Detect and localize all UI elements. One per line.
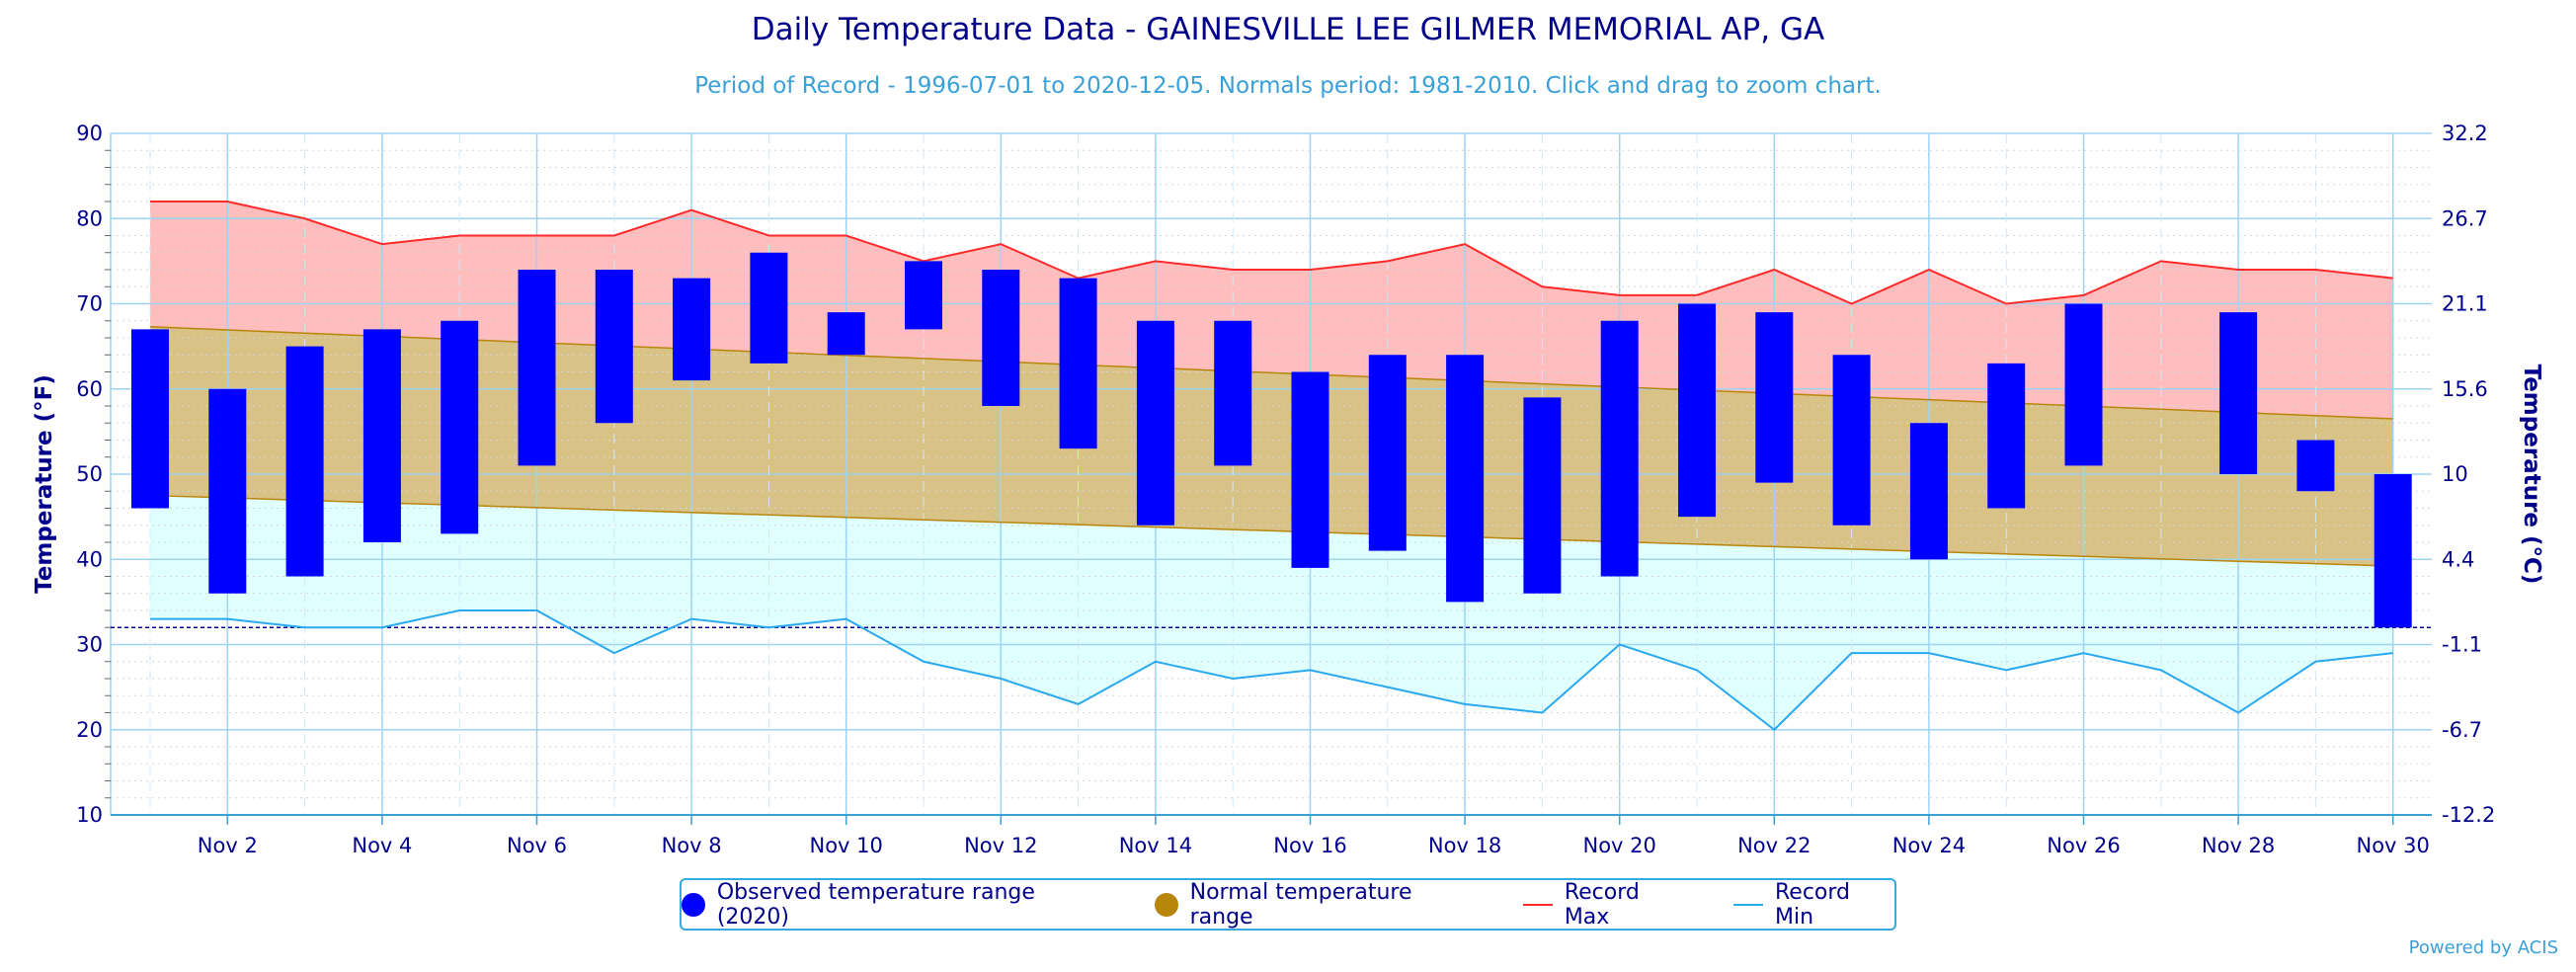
x-tick-label: Nov 30: [2357, 834, 2430, 857]
x-tick-label: Nov 2: [198, 834, 258, 857]
y-tick-label-left: 90: [76, 122, 103, 145]
observed-bar[interactable]: [827, 312, 865, 356]
legend-normal-label: Normal temperature range: [1189, 879, 1412, 930]
observed-bar[interactable]: [131, 329, 169, 509]
y-tick-label-left: 80: [76, 206, 103, 230]
normal-low-line: [149, 494, 2393, 567]
x-tick-label: Nov 24: [1892, 834, 1966, 857]
y-tick-label-right: 4.4: [2442, 547, 2474, 571]
observed-bar[interactable]: [1755, 312, 1794, 483]
y-tick-label-left: 20: [76, 718, 103, 742]
observed-bar[interactable]: [2219, 312, 2258, 474]
observed-bar[interactable]: [982, 270, 1020, 406]
y-tick-label-right: 10: [2442, 462, 2468, 486]
x-tick-label: Nov 6: [507, 834, 567, 857]
observed-bars-layer[interactable]: [131, 252, 2412, 628]
observed-bar[interactable]: [595, 270, 633, 424]
x-tick-label: Nov 12: [964, 834, 1037, 857]
y-tick-label-right: -1.1: [2442, 633, 2482, 657]
y-tick-label-right: 21.1: [2442, 292, 2488, 316]
y-tick-label-left: 50: [76, 462, 103, 486]
record-max-band: [150, 202, 2393, 419]
legend-observed[interactable]: Observed temperature range (2020): [682, 880, 1111, 930]
legend-normal[interactable]: Normal temperature range: [1154, 879, 1480, 930]
legend-record-min[interactable]: Record Min: [1733, 880, 1894, 930]
legend-observed-marker: [682, 892, 705, 917]
observed-bar[interactable]: [208, 388, 247, 594]
observed-bar[interactable]: [1214, 320, 1252, 466]
observed-bar[interactable]: [1909, 423, 1948, 560]
chart-title: Daily Temperature Data - GAINESVILLE LEE…: [751, 12, 1825, 47]
normal-range-band: [150, 326, 2393, 567]
x-tick-label: Nov 26: [2047, 834, 2120, 857]
record-max-line: [150, 201, 2393, 305]
y-tick-label-left: 40: [76, 547, 103, 571]
observed-bar[interactable]: [362, 329, 401, 542]
observed-bar[interactable]: [1291, 371, 1329, 568]
y-tick-label-right: 26.7: [2442, 206, 2488, 230]
observed-bar[interactable]: [750, 252, 788, 364]
observed-bar[interactable]: [1523, 397, 1562, 594]
x-tick-label: Nov 16: [1273, 834, 1346, 857]
legend-record-min-marker: [1733, 903, 1763, 906]
legend-record-max[interactable]: Record Max: [1523, 880, 1690, 930]
observed-bar[interactable]: [1987, 363, 2026, 509]
x-tick-label: Nov 18: [1428, 834, 1501, 857]
x-tick-label: Nov 28: [2202, 834, 2275, 857]
x-tick-label: Nov 22: [1737, 834, 1811, 857]
legend-observed-label: Observed temperature range (2020): [716, 879, 1035, 930]
y-tick-label-left: 60: [76, 377, 103, 401]
y-tick-label-left: 10: [76, 803, 103, 827]
observed-bar[interactable]: [2296, 440, 2335, 492]
observed-bar[interactable]: [1368, 355, 1407, 551]
temperature-chart[interactable]: 10 -12.2 20 -6.7 30 -1.1 40 4.4 50 10 60 15.6 70 21.1…: [0, 0, 2576, 869]
grid-layer: [110, 132, 2432, 816]
x-tick-label: Nov 4: [352, 834, 412, 857]
observed-bar[interactable]: [285, 346, 324, 577]
x-tick-label: Nov 14: [1119, 834, 1192, 857]
axes-layer: 10 -12.2 20 -6.7 30 -1.1 40 4.4 50 10 60 15.6 70 21.1…: [76, 122, 2495, 857]
y-tick-label-right: -6.7: [2442, 718, 2482, 742]
chart-legend: Observed temperature range (2020) Normal…: [680, 878, 1896, 931]
observed-bar[interactable]: [1136, 320, 1174, 526]
x-tick-label: Nov 10: [810, 834, 883, 857]
x-tick-label: Nov 8: [662, 834, 722, 857]
observed-bar[interactable]: [905, 261, 942, 330]
y-tick-label-right: 32.2: [2442, 122, 2488, 145]
x-tick-label: Nov 20: [1583, 834, 1656, 857]
y-tick-label-left: 70: [76, 292, 103, 316]
observed-bar[interactable]: [1059, 278, 1097, 449]
legend-record-max-label: Record Max: [1564, 879, 1640, 930]
y-axis-title-left: Temperature (°F): [32, 374, 57, 594]
powered-by-credit[interactable]: Powered by ACIS: [2408, 937, 2558, 958]
y-axis-title-right: Temperature (°C): [2519, 364, 2544, 585]
observed-bar[interactable]: [518, 270, 556, 466]
legend-normal-marker: [1154, 892, 1178, 917]
bands-layer: [150, 202, 2393, 730]
legend-record-min-label: Record Min: [1774, 879, 1850, 930]
observed-bar[interactable]: [441, 320, 479, 534]
y-tick-label-right: 15.6: [2442, 377, 2488, 401]
observed-bar[interactable]: [1678, 303, 1716, 518]
observed-bar[interactable]: [1600, 320, 1639, 577]
record-min-line: [150, 609, 2393, 732]
y-tick-label-left: 30: [76, 633, 103, 657]
chart-subtitle: Period of Record - 1996-07-01 to 2020-12…: [694, 73, 1882, 99]
observed-bar[interactable]: [1832, 355, 1871, 526]
observed-bar[interactable]: [673, 278, 711, 381]
observed-bar[interactable]: [1446, 355, 1485, 603]
observed-bar[interactable]: [2064, 303, 2103, 466]
legend-record-max-marker: [1523, 903, 1553, 906]
observed-bar[interactable]: [2374, 474, 2412, 628]
y-tick-label-right: -12.2: [2442, 803, 2495, 827]
